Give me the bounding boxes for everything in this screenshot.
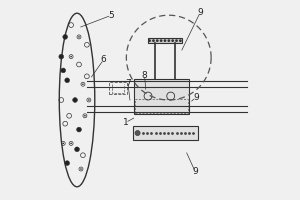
Text: 1: 1: [122, 118, 128, 127]
Text: 9: 9: [194, 93, 199, 102]
Circle shape: [175, 39, 178, 42]
Circle shape: [152, 39, 155, 42]
Circle shape: [76, 127, 81, 132]
Circle shape: [80, 168, 82, 170]
Circle shape: [167, 39, 170, 42]
Circle shape: [62, 143, 64, 144]
Circle shape: [63, 35, 68, 39]
Text: 9: 9: [193, 167, 198, 176]
Circle shape: [88, 99, 90, 101]
Circle shape: [65, 78, 70, 83]
Circle shape: [70, 143, 72, 144]
Circle shape: [82, 83, 84, 85]
Circle shape: [84, 115, 86, 117]
Text: 7: 7: [125, 79, 131, 88]
Circle shape: [160, 39, 163, 42]
Text: 6: 6: [101, 55, 106, 64]
Bar: [148, 38, 182, 43]
Text: 9: 9: [197, 8, 203, 17]
Bar: [134, 79, 189, 114]
Bar: [135, 99, 188, 113]
Circle shape: [75, 147, 80, 152]
Circle shape: [135, 130, 140, 136]
Circle shape: [65, 161, 70, 165]
Circle shape: [70, 56, 72, 57]
Circle shape: [171, 39, 174, 42]
Circle shape: [179, 39, 182, 42]
Bar: [133, 126, 198, 140]
Circle shape: [148, 39, 151, 42]
Circle shape: [78, 36, 80, 38]
Text: 8: 8: [142, 71, 147, 80]
Circle shape: [73, 98, 77, 102]
Text: 5: 5: [109, 11, 114, 20]
Circle shape: [164, 39, 166, 42]
Circle shape: [156, 39, 159, 42]
Circle shape: [59, 54, 64, 59]
Circle shape: [61, 68, 66, 73]
Bar: [109, 82, 127, 94]
